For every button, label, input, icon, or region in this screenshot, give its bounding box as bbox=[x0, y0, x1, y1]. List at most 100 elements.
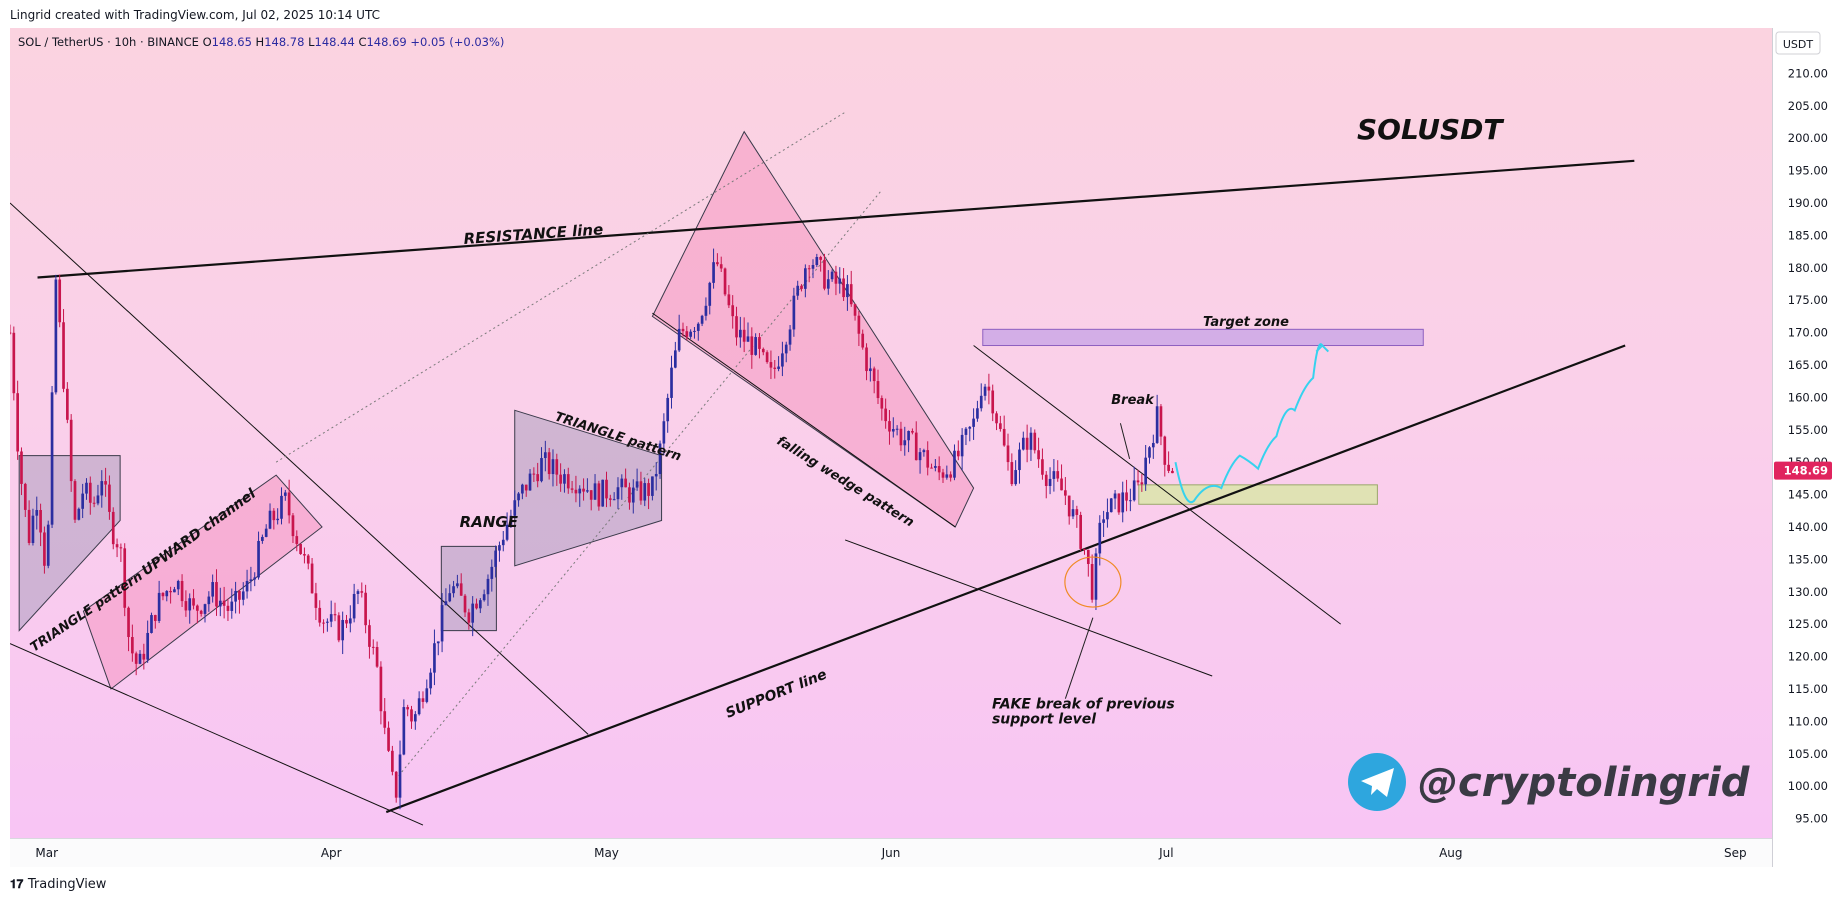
candle-up[interactable] bbox=[1048, 478, 1052, 486]
projection-path[interactable] bbox=[1174, 343, 1324, 504]
candle-down[interactable] bbox=[807, 268, 811, 270]
candle-down[interactable] bbox=[134, 653, 138, 664]
candle-down[interactable] bbox=[306, 555, 310, 564]
candle-down[interactable] bbox=[570, 488, 574, 490]
candle-down[interactable] bbox=[758, 337, 761, 349]
candle-down[interactable] bbox=[62, 322, 65, 389]
candle-up[interactable] bbox=[245, 580, 249, 592]
candle-down[interactable] bbox=[387, 727, 390, 751]
candle-up[interactable] bbox=[903, 440, 907, 446]
candle-down[interactable] bbox=[1083, 548, 1086, 550]
candle-up[interactable] bbox=[563, 474, 566, 484]
candle-up[interactable] bbox=[945, 474, 949, 478]
candle-down[interactable] bbox=[1079, 514, 1082, 549]
candle-up[interactable] bbox=[81, 493, 84, 509]
candle-up[interactable] bbox=[1132, 480, 1136, 501]
candle-up[interactable] bbox=[846, 284, 849, 298]
candle-up[interactable] bbox=[509, 515, 513, 525]
candle-down[interactable] bbox=[20, 451, 23, 484]
candle-up[interactable] bbox=[356, 591, 360, 594]
candle-down[interactable] bbox=[410, 709, 413, 722]
candle-up[interactable] bbox=[1148, 447, 1151, 458]
candle-up[interactable] bbox=[543, 452, 547, 459]
candle-down[interactable] bbox=[876, 381, 880, 399]
candle-up[interactable] bbox=[528, 473, 532, 491]
candle-down[interactable] bbox=[853, 304, 857, 316]
candle-down[interactable] bbox=[624, 478, 627, 488]
candle-up[interactable] bbox=[1113, 493, 1117, 499]
candle-down[interactable] bbox=[1140, 482, 1144, 485]
candle-up[interactable] bbox=[268, 510, 272, 529]
dotted-trendline[interactable] bbox=[275, 111, 846, 463]
trendline[interactable] bbox=[652, 312, 956, 528]
candle-up[interactable] bbox=[643, 483, 647, 501]
candle-down[interactable] bbox=[1067, 495, 1071, 517]
candle-down[interactable] bbox=[769, 362, 773, 368]
candle-up[interactable] bbox=[77, 508, 81, 520]
candle-down[interactable] bbox=[119, 547, 123, 549]
candle-up[interactable] bbox=[176, 580, 180, 590]
candle-down[interactable] bbox=[1044, 474, 1048, 486]
candle-down[interactable] bbox=[131, 637, 134, 654]
candle-up[interactable] bbox=[739, 329, 742, 338]
candle-down[interactable] bbox=[608, 498, 612, 500]
candle-up[interactable] bbox=[826, 279, 830, 289]
candle-up[interactable] bbox=[173, 589, 176, 593]
candle-down[interactable] bbox=[295, 536, 299, 544]
trendline[interactable] bbox=[10, 643, 424, 826]
candle-down[interactable] bbox=[823, 259, 826, 289]
candle-down[interactable] bbox=[800, 285, 803, 289]
candle-down[interactable] bbox=[92, 502, 96, 504]
candle-down[interactable] bbox=[750, 336, 754, 355]
candle-up[interactable] bbox=[654, 473, 658, 477]
candle-down[interactable] bbox=[647, 483, 650, 496]
candle-up[interactable] bbox=[1155, 406, 1159, 443]
price-scale[interactable] bbox=[1772, 28, 1835, 867]
candle-up[interactable] bbox=[891, 429, 895, 432]
candle-up[interactable] bbox=[444, 601, 448, 606]
candle-down[interactable] bbox=[1010, 462, 1014, 485]
candle-down[interactable] bbox=[383, 711, 387, 728]
pattern-shape[interactable] bbox=[18, 455, 121, 632]
candle-down[interactable] bbox=[226, 605, 230, 611]
candle-down[interactable] bbox=[716, 262, 719, 265]
candle-down[interactable] bbox=[1159, 406, 1163, 437]
candle-down[interactable] bbox=[1060, 478, 1063, 491]
candle-down[interactable] bbox=[991, 390, 995, 414]
candle-down[interactable] bbox=[391, 750, 394, 772]
candle-up[interactable] bbox=[433, 643, 436, 673]
candle-up[interactable] bbox=[165, 590, 169, 597]
currency-badge[interactable] bbox=[1775, 31, 1821, 55]
candle-down[interactable] bbox=[299, 543, 302, 555]
candle-down[interactable] bbox=[765, 352, 769, 363]
candle-down[interactable] bbox=[888, 421, 891, 432]
candle-up[interactable] bbox=[1021, 437, 1025, 450]
candle-down[interactable] bbox=[731, 305, 735, 317]
candle-down[interactable] bbox=[685, 331, 689, 337]
candle-down[interactable] bbox=[333, 614, 337, 616]
candle-up[interactable] bbox=[1129, 500, 1132, 502]
candle-up[interactable] bbox=[436, 641, 440, 644]
candle-up[interactable] bbox=[976, 408, 979, 419]
candle-up[interactable] bbox=[712, 262, 715, 283]
candle-up[interactable] bbox=[146, 632, 149, 660]
candle-down[interactable] bbox=[884, 408, 887, 422]
candle-down[interactable] bbox=[1056, 471, 1060, 479]
candle-up[interactable] bbox=[203, 604, 207, 614]
candle-down[interactable] bbox=[153, 615, 157, 621]
candle-up[interactable] bbox=[815, 256, 819, 265]
candle-down[interactable] bbox=[115, 544, 119, 548]
candle-down[interactable] bbox=[819, 256, 822, 260]
candle-up[interactable] bbox=[811, 264, 815, 269]
candle-up[interactable] bbox=[326, 621, 329, 623]
candle-down[interactable] bbox=[605, 479, 608, 499]
candle-down[interactable] bbox=[345, 619, 348, 624]
candle-down[interactable] bbox=[58, 279, 62, 323]
candle-down[interactable] bbox=[39, 510, 42, 533]
candle-up[interactable] bbox=[830, 271, 834, 280]
candle-down[interactable] bbox=[1167, 464, 1170, 471]
candle-down[interactable] bbox=[310, 563, 314, 594]
candle-up[interactable] bbox=[804, 268, 807, 289]
candle-down[interactable] bbox=[322, 622, 325, 624]
